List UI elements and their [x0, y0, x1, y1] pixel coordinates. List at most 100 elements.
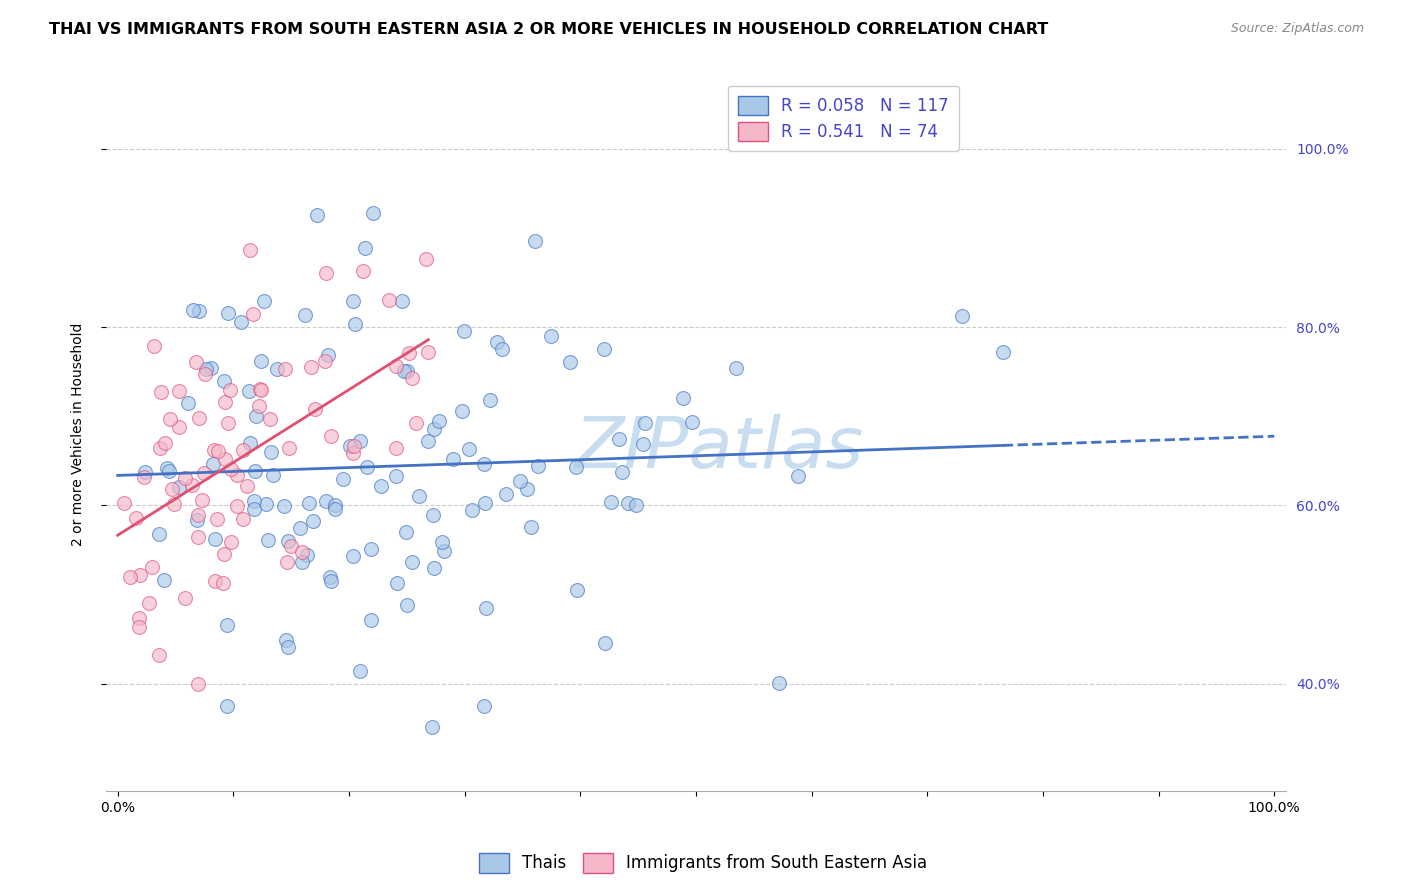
Point	[239, 243, 262, 257]
Point	[134, 470, 156, 484]
Point	[339, 439, 361, 453]
Point	[256, 533, 278, 548]
Point	[212, 547, 235, 561]
Point	[607, 433, 630, 447]
Point	[247, 399, 270, 413]
Point	[204, 574, 226, 588]
Point	[124, 511, 146, 525]
Text: ZIPatlas: ZIPatlas	[575, 414, 865, 483]
Point	[672, 391, 695, 405]
Point	[212, 576, 235, 591]
Legend: R = 0.058   N = 117, R = 0.541   N = 74: R = 0.058 N = 117, R = 0.541 N = 74	[728, 86, 959, 151]
Point	[291, 545, 314, 559]
Point	[314, 354, 336, 368]
Point	[253, 294, 276, 309]
Point	[238, 384, 260, 399]
Point	[245, 409, 267, 423]
Point	[277, 533, 299, 548]
Point	[242, 494, 264, 508]
Text: Source: ZipAtlas.com: Source: ZipAtlas.com	[1230, 22, 1364, 36]
Point	[141, 560, 163, 574]
Point	[202, 457, 225, 471]
Point	[184, 355, 207, 369]
Point	[226, 468, 249, 483]
Point	[391, 293, 413, 308]
Point	[593, 343, 616, 357]
Point	[681, 415, 703, 429]
Point	[631, 437, 654, 451]
Point	[167, 480, 190, 494]
Point	[118, 570, 141, 584]
Point	[485, 334, 508, 349]
Point	[360, 541, 382, 556]
Point	[453, 324, 475, 338]
Point	[461, 503, 484, 517]
Point	[299, 359, 322, 374]
Point	[349, 665, 371, 679]
Point	[768, 676, 790, 690]
Point	[254, 497, 277, 511]
Point	[221, 535, 243, 549]
Point	[148, 648, 170, 662]
Point	[217, 618, 239, 632]
Point	[472, 699, 495, 714]
Point	[302, 514, 325, 528]
Point	[385, 469, 408, 483]
Point	[278, 441, 301, 455]
Point	[304, 401, 326, 416]
Point	[186, 513, 208, 527]
Point	[193, 466, 215, 480]
Point	[633, 416, 655, 430]
Point	[593, 635, 616, 649]
Point	[187, 676, 209, 690]
Point	[187, 508, 209, 523]
Point	[232, 443, 254, 458]
Point	[415, 252, 437, 267]
Point	[420, 720, 443, 734]
Point	[276, 633, 298, 648]
Point	[250, 354, 273, 368]
Point	[173, 591, 195, 605]
Point	[342, 294, 364, 309]
Point	[276, 555, 298, 569]
Point	[183, 303, 205, 318]
Point	[194, 367, 217, 381]
Point	[423, 422, 446, 436]
Point	[195, 362, 218, 376]
Point	[138, 596, 160, 610]
Point	[229, 315, 252, 329]
Point	[479, 392, 502, 407]
Point	[516, 483, 538, 497]
Point	[950, 309, 973, 323]
Point	[405, 416, 427, 430]
Point	[274, 361, 297, 376]
Point	[401, 371, 423, 385]
Point	[215, 698, 238, 713]
Point	[441, 451, 464, 466]
Point	[212, 374, 235, 388]
Point	[524, 234, 547, 248]
Point	[290, 520, 312, 534]
Point	[565, 459, 588, 474]
Point	[232, 512, 254, 526]
Point	[450, 404, 472, 418]
Point	[218, 383, 240, 397]
Point	[392, 363, 415, 377]
Point	[991, 344, 1014, 359]
Point	[214, 395, 236, 409]
Point	[295, 549, 318, 563]
Point	[221, 462, 243, 476]
Point	[156, 461, 179, 475]
Point	[225, 499, 247, 513]
Point	[305, 208, 328, 222]
Point	[112, 496, 135, 510]
Point	[342, 446, 364, 460]
Point	[520, 520, 543, 534]
Point	[332, 472, 354, 486]
Point	[509, 474, 531, 488]
Point	[128, 620, 150, 634]
Point	[159, 412, 181, 426]
Point	[361, 205, 384, 219]
Point	[169, 420, 191, 434]
Point	[200, 360, 222, 375]
